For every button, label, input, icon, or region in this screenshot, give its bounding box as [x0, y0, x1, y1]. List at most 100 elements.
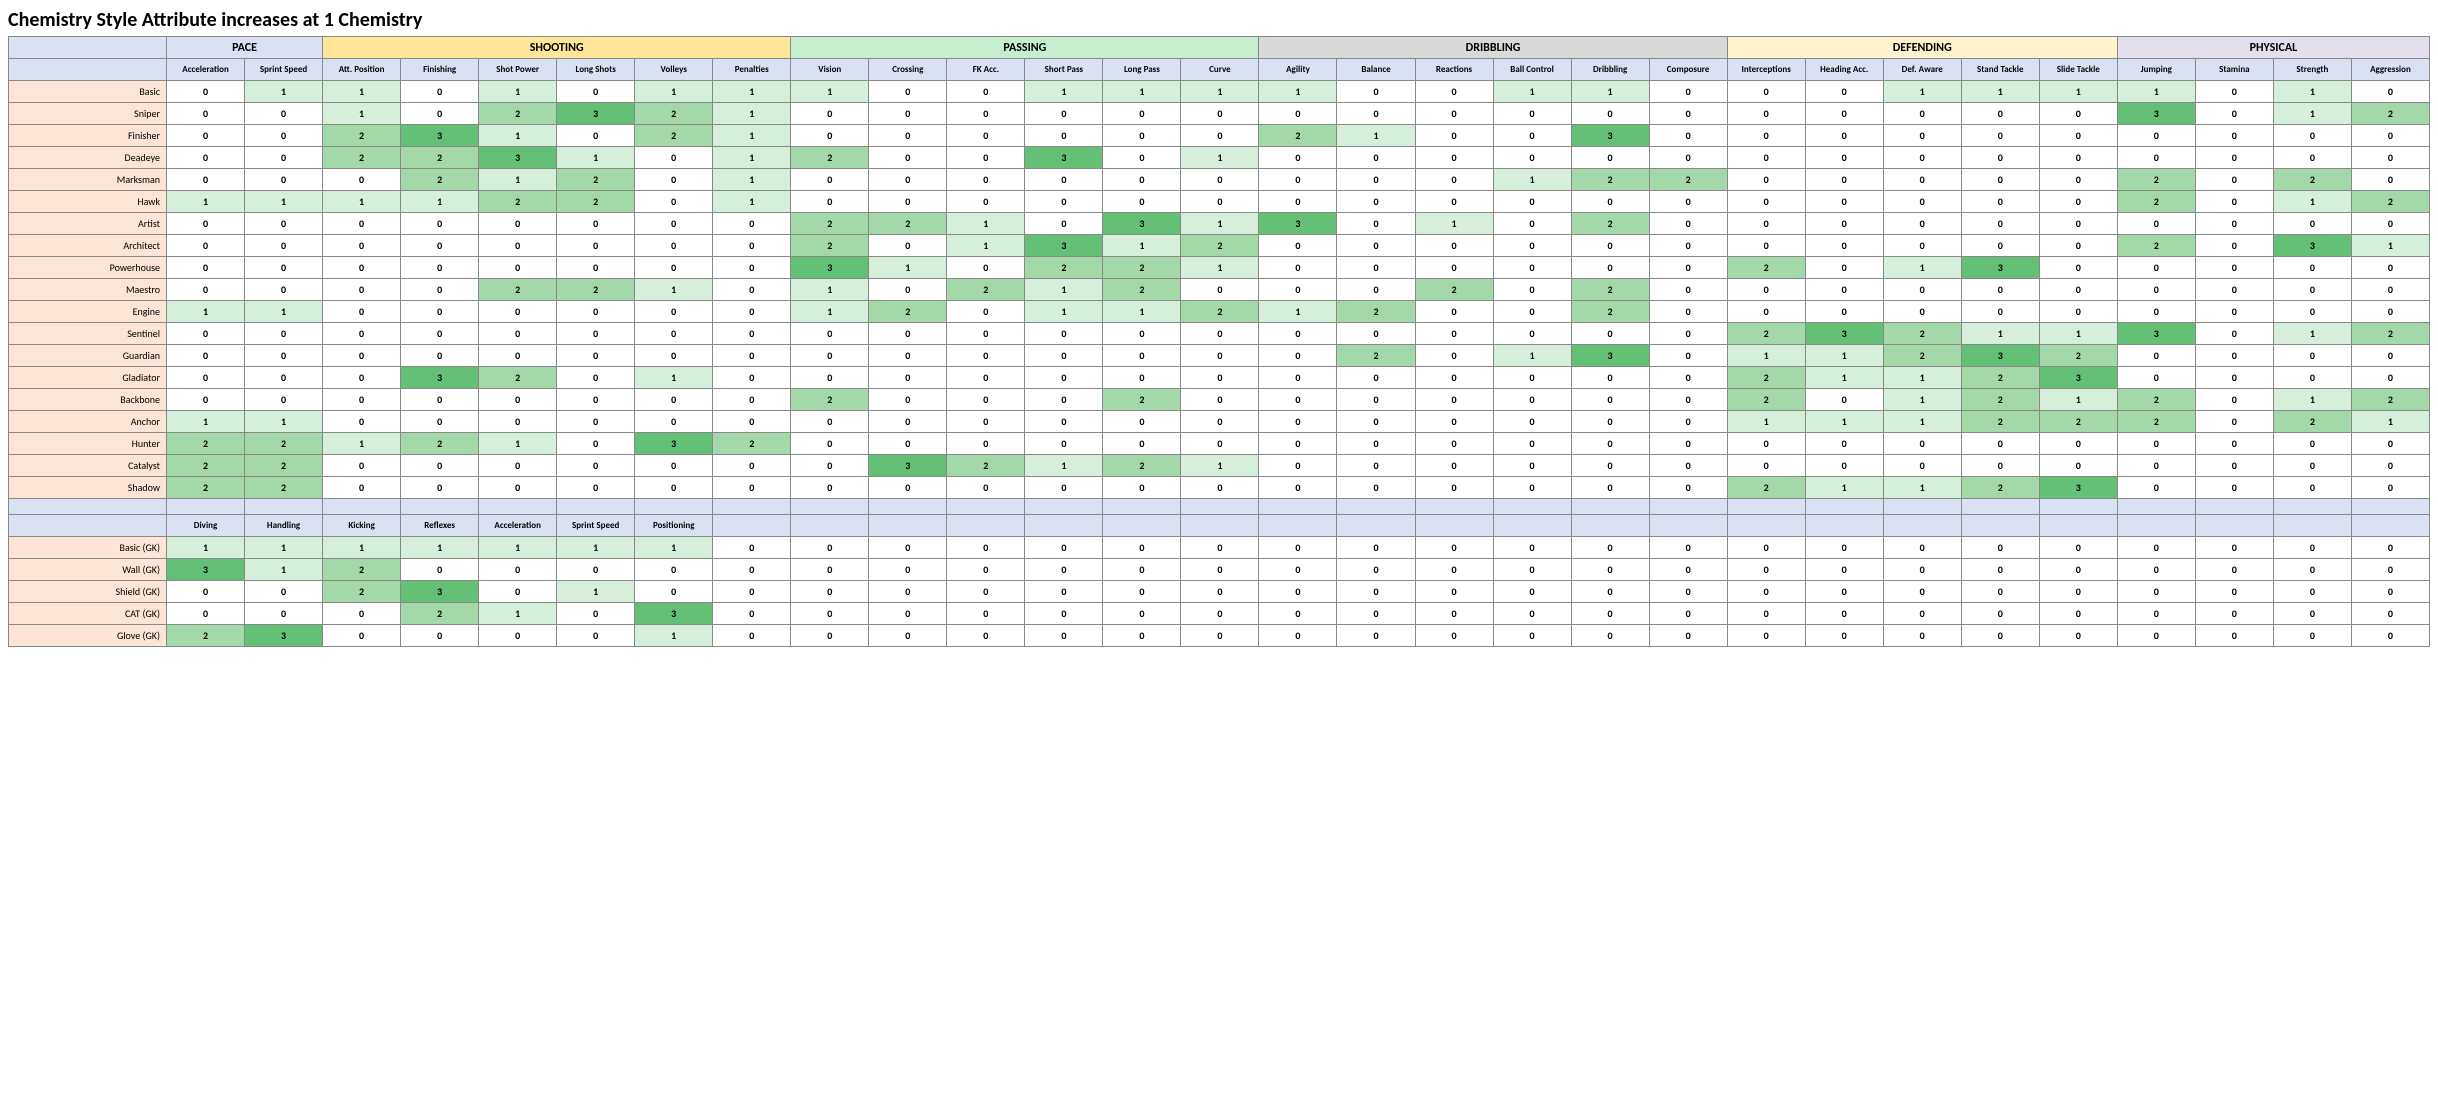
value-cell: 0	[1337, 81, 1415, 103]
value-cell: 0	[2039, 433, 2117, 455]
value-cell: 1	[713, 147, 791, 169]
value-cell: 2	[323, 147, 401, 169]
value-cell: 2	[1727, 257, 1805, 279]
value-cell: 2	[245, 477, 323, 499]
value-cell: 2	[323, 559, 401, 581]
value-cell: 0	[1493, 367, 1571, 389]
value-cell: 0	[1259, 537, 1337, 559]
gk-sub-header: Acceleration	[479, 515, 557, 537]
sub-header: Heading Acc.	[1805, 59, 1883, 81]
value-cell: 2	[167, 477, 245, 499]
value-cell: 0	[2039, 169, 2117, 191]
value-cell: 0	[1883, 147, 1961, 169]
value-cell: 0	[1883, 301, 1961, 323]
value-cell: 3	[2039, 367, 2117, 389]
value-cell: 0	[2195, 81, 2273, 103]
value-cell: 2	[1571, 301, 1649, 323]
value-cell: 0	[2117, 625, 2195, 647]
value-cell: 0	[947, 81, 1025, 103]
value-cell: 0	[2273, 213, 2351, 235]
row-label: Shield (GK)	[9, 581, 167, 603]
value-cell: 3	[1961, 257, 2039, 279]
blank-cell	[947, 515, 1025, 537]
value-cell: 0	[323, 345, 401, 367]
value-cell: 0	[1415, 103, 1493, 125]
value-cell: 0	[791, 625, 869, 647]
value-cell: 1	[1805, 411, 1883, 433]
value-cell: 0	[167, 103, 245, 125]
value-cell: 0	[401, 625, 479, 647]
value-cell: 0	[1493, 147, 1571, 169]
value-cell: 0	[2039, 257, 2117, 279]
sub-header: Agility	[1259, 59, 1337, 81]
value-cell: 0	[1259, 625, 1337, 647]
value-cell: 1	[401, 537, 479, 559]
value-cell: 0	[557, 559, 635, 581]
value-cell: 0	[479, 477, 557, 499]
value-cell: 1	[713, 125, 791, 147]
row-label: Backbone	[9, 389, 167, 411]
blank-cell	[1961, 499, 2039, 515]
value-cell: 0	[2039, 103, 2117, 125]
value-cell: 0	[1649, 389, 1727, 411]
value-cell: 0	[713, 389, 791, 411]
value-cell: 0	[323, 477, 401, 499]
value-cell: 0	[1961, 103, 2039, 125]
value-cell: 0	[2351, 81, 2429, 103]
value-cell: 0	[1727, 279, 1805, 301]
value-cell: 0	[1259, 411, 1337, 433]
value-cell: 0	[2195, 103, 2273, 125]
value-cell: 1	[1337, 125, 1415, 147]
value-cell: 2	[1415, 279, 1493, 301]
blank-cell	[557, 499, 635, 515]
value-cell: 3	[1025, 147, 1103, 169]
value-cell: 0	[2117, 559, 2195, 581]
value-cell: 1	[713, 191, 791, 213]
value-cell: 0	[1649, 323, 1727, 345]
value-cell: 0	[2273, 625, 2351, 647]
sub-header: Stamina	[2195, 59, 2273, 81]
value-cell: 0	[791, 169, 869, 191]
blank-cell	[1025, 515, 1103, 537]
value-cell: 0	[167, 367, 245, 389]
value-cell: 2	[323, 125, 401, 147]
value-cell: 0	[1727, 603, 1805, 625]
value-cell: 0	[1961, 559, 2039, 581]
value-cell: 0	[635, 147, 713, 169]
value-cell: 2	[2273, 169, 2351, 191]
value-cell: 0	[791, 477, 869, 499]
value-cell: 1	[1103, 235, 1181, 257]
row-label: Powerhouse	[9, 257, 167, 279]
value-cell: 1	[2273, 389, 2351, 411]
value-cell: 2	[1259, 125, 1337, 147]
value-cell: 3	[869, 455, 947, 477]
value-cell: 0	[1649, 477, 1727, 499]
value-cell: 2	[1571, 213, 1649, 235]
value-cell: 1	[1493, 345, 1571, 367]
row-label: Basic	[9, 81, 167, 103]
value-cell: 0	[479, 213, 557, 235]
value-cell: 0	[1493, 301, 1571, 323]
value-cell: 0	[2195, 147, 2273, 169]
value-cell: 0	[1415, 433, 1493, 455]
value-cell: 0	[1259, 169, 1337, 191]
sub-header: Dribbling	[1571, 59, 1649, 81]
value-cell: 0	[167, 345, 245, 367]
value-cell: 2	[791, 147, 869, 169]
value-cell: 0	[1493, 323, 1571, 345]
value-cell: 2	[2351, 103, 2429, 125]
value-cell: 1	[2273, 81, 2351, 103]
value-cell: 0	[2117, 125, 2195, 147]
value-cell: 0	[1025, 389, 1103, 411]
row-label: Shadow	[9, 477, 167, 499]
blank-cell	[1727, 499, 1805, 515]
value-cell: 3	[167, 559, 245, 581]
value-cell: 0	[1493, 559, 1571, 581]
value-cell: 0	[2351, 433, 2429, 455]
value-cell: 0	[2195, 477, 2273, 499]
value-cell: 0	[2195, 367, 2273, 389]
value-cell: 0	[869, 581, 947, 603]
value-cell: 0	[1103, 125, 1181, 147]
blank-cell	[2117, 499, 2195, 515]
value-cell: 0	[2039, 191, 2117, 213]
